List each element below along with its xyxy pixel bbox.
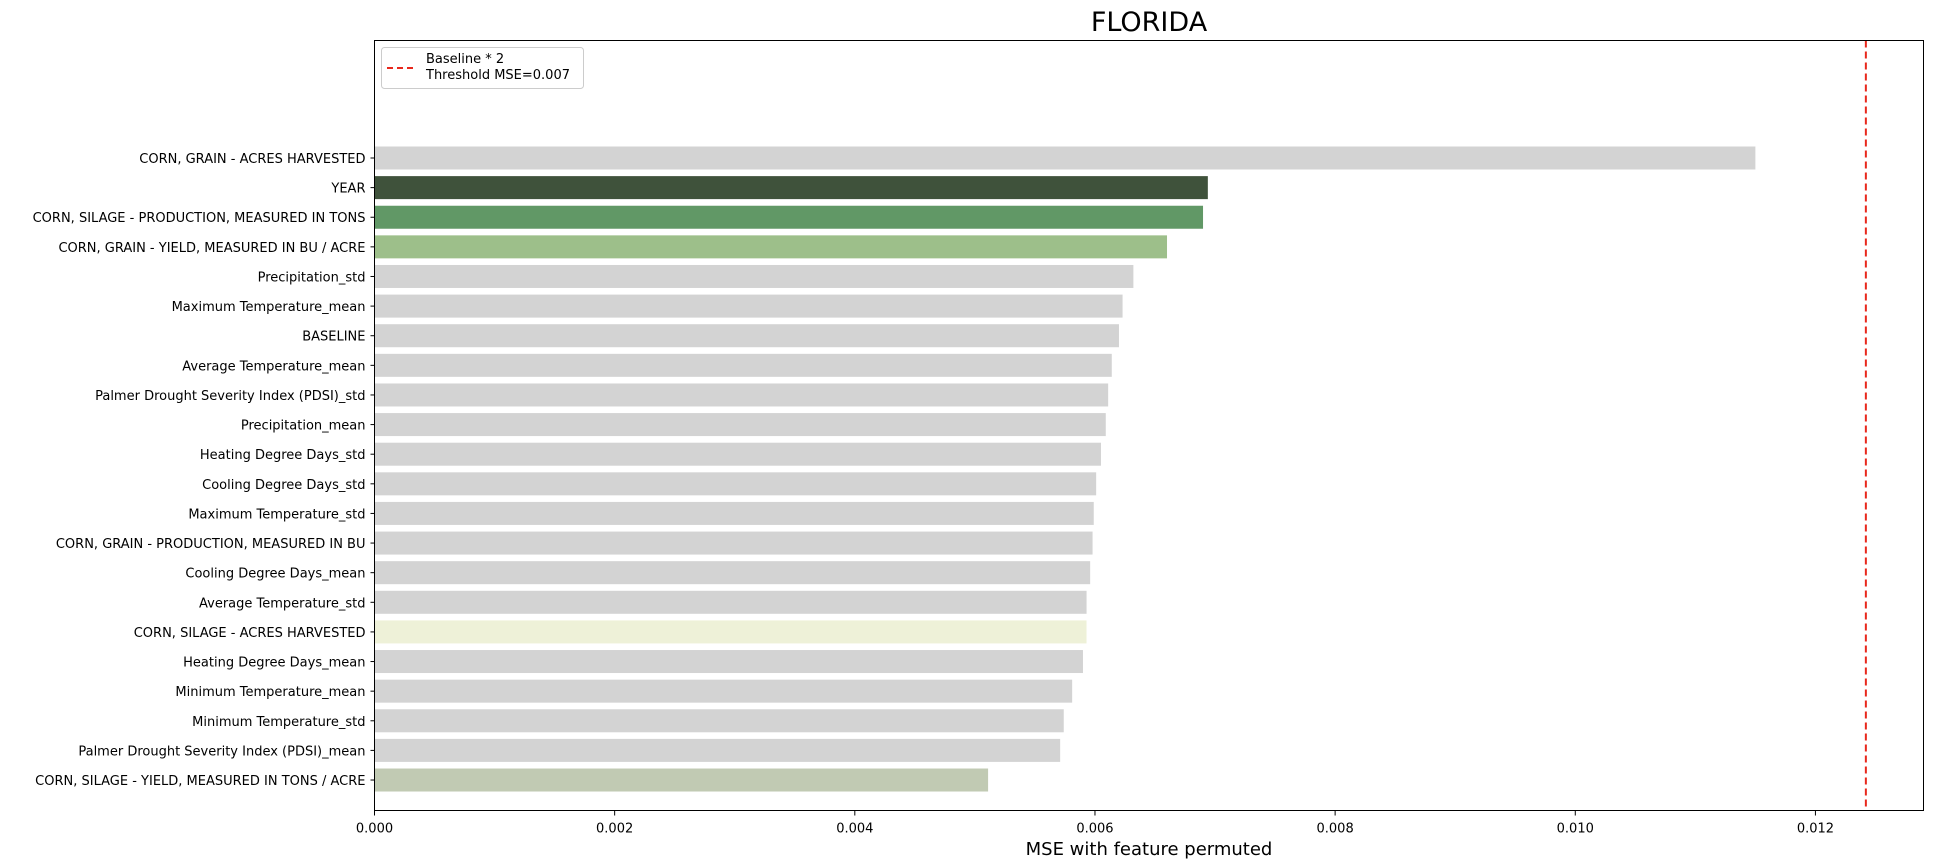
category-label-18: Minimum Temperature_mean: [175, 685, 365, 700]
category-label-12: Maximum Temperature_std: [188, 507, 365, 522]
bar-5: [374, 294, 1123, 318]
category-label-17: Heating Degree Days_mean: [183, 656, 365, 671]
bar-10: [374, 442, 1101, 466]
bar-15: [374, 590, 1087, 614]
x-tick-label-6: 0.012: [1797, 822, 1834, 837]
bar-3: [374, 235, 1168, 259]
bar-21: [374, 768, 989, 792]
category-labels: CORN, GRAIN - ACRES HARVESTED YEAR CORN, S…: [33, 152, 375, 789]
bar-12: [374, 501, 1094, 525]
bar-8: [374, 383, 1109, 407]
category-label-20: Palmer Drought Severity Index (PDSI)_mea…: [78, 744, 365, 759]
bar-1: [374, 176, 1208, 200]
x-axis-ticks: 0.000 0.002 0.004 0.006 0.008 0.010 0.012: [356, 810, 1834, 837]
x-tick-label-5: 0.010: [1557, 822, 1594, 837]
legend-entry-threshold: Threshold MSE=0.007: [425, 68, 570, 83]
category-label-16: CORN, SILAGE - ACRES HARVESTED: [134, 626, 366, 641]
bars-layer: [374, 146, 1756, 792]
bar-14: [374, 561, 1091, 585]
category-label-2: CORN, SILAGE - PRODUCTION, MEASURED IN T…: [33, 211, 366, 226]
category-label-1: YEAR: [330, 182, 365, 197]
category-label-11: Cooling Degree Days_std: [202, 478, 365, 493]
category-label-10: Heating Degree Days_std: [200, 448, 366, 463]
bar-19: [374, 709, 1064, 733]
legend: Baseline * 2 Threshold MSE=0.007: [381, 47, 584, 89]
x-tick-label-2: 0.004: [836, 822, 873, 837]
chart-title: FLORIDA: [1091, 7, 1208, 38]
category-label-5: Maximum Temperature_mean: [172, 300, 366, 315]
x-tick-label-4: 0.008: [1317, 822, 1354, 837]
bar-11: [374, 472, 1097, 496]
bar-20: [374, 738, 1061, 762]
category-label-4: Precipitation_std: [258, 270, 366, 285]
category-label-6: BASELINE: [302, 330, 365, 345]
bar-17: [374, 650, 1083, 674]
category-label-8: Palmer Drought Severity Index (PDSI)_std: [95, 389, 365, 404]
category-label-14: Cooling Degree Days_mean: [185, 567, 365, 582]
category-label-0: CORN, GRAIN - ACRES HARVESTED: [139, 152, 365, 167]
x-tick-label-1: 0.002: [596, 822, 633, 837]
bar-18: [374, 679, 1073, 703]
x-tick-label-0: 0.000: [356, 822, 393, 837]
x-tick-label-3: 0.006: [1076, 822, 1113, 837]
category-label-13: CORN, GRAIN - PRODUCTION, MEASURED IN BU: [56, 537, 366, 552]
bar-7: [374, 353, 1112, 377]
category-label-9: Precipitation_mean: [241, 419, 366, 434]
legend-entry-baseline: Baseline * 2: [426, 52, 504, 67]
category-label-7: Average Temperature_mean: [182, 359, 365, 374]
plot-frame: [374, 40, 1924, 811]
category-label-19: Minimum Temperature_std: [192, 715, 365, 730]
bar-16: [374, 620, 1087, 644]
x-axis-title: MSE with feature permuted: [1026, 839, 1273, 860]
category-label-21: CORN, SILAGE - YIELD, MEASURED IN TONS /…: [35, 774, 365, 789]
bar-9: [374, 413, 1106, 437]
bar-4: [374, 264, 1134, 288]
bar-2: [374, 205, 1204, 229]
category-label-15: Average Temperature_std: [199, 596, 366, 611]
bar-0: [374, 146, 1756, 170]
bar-13: [374, 531, 1093, 555]
category-label-3: CORN, GRAIN - YIELD, MEASURED IN BU / AC…: [58, 241, 365, 256]
bar-6: [374, 324, 1119, 348]
legend-box: [381, 47, 584, 89]
